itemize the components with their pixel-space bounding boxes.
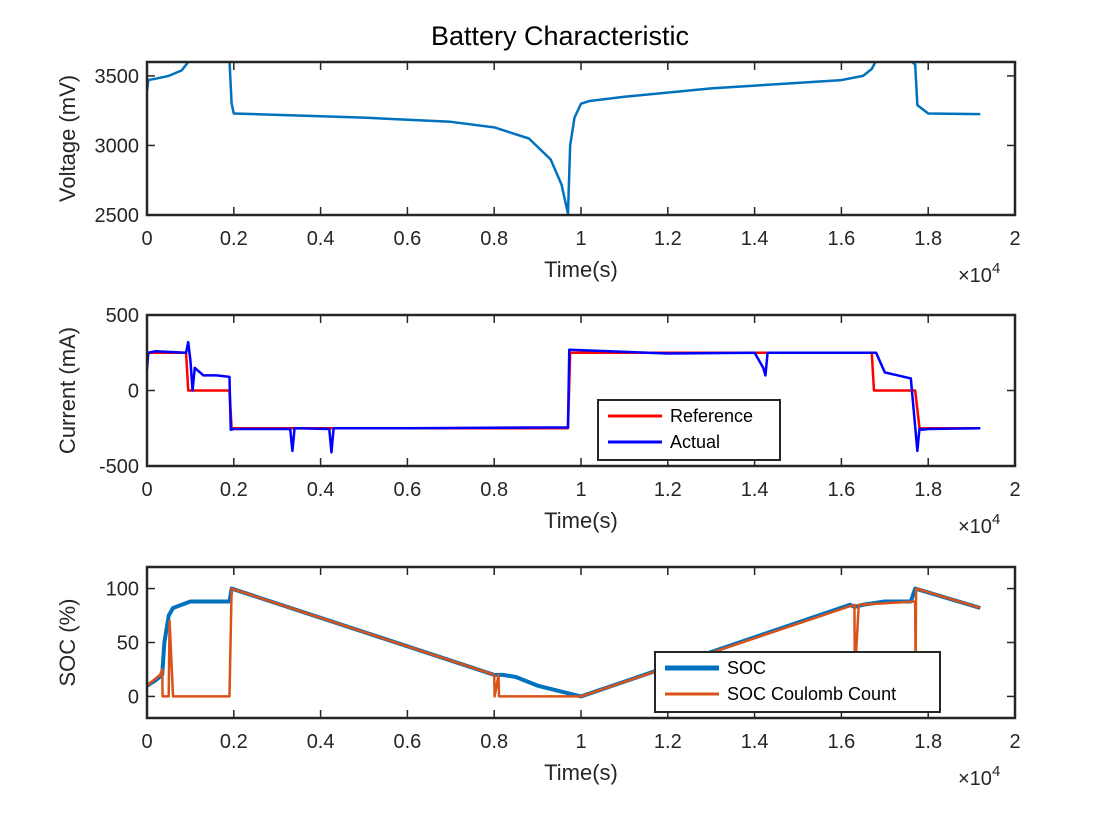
soc-legend: SOC SOC Coulomb Count: [654, 651, 941, 713]
current-xtick-label: 2: [1009, 479, 1020, 501]
current-ylabel: Current (mA): [55, 327, 80, 454]
voltage-xtick-label: 1: [575, 228, 586, 250]
current-xtick-label: 1.2: [654, 479, 682, 501]
soc-legend-label-1: SOC Coulomb Count: [727, 684, 896, 704]
voltage-ylabel: Voltage (mV): [55, 75, 80, 202]
voltage-xtick-label: 1.2: [654, 228, 682, 250]
voltage-subplot: 0 0.2 0.4 0.6 0.8 1 1.2 1.4 1.6 1.8 2 2500 3000 3500 T…: [55, 60, 1021, 287]
soc-xtick-label: 1.6: [827, 731, 855, 753]
soc-xtick-label: 0.2: [220, 731, 248, 753]
soc-legend-label-0: SOC: [727, 658, 766, 678]
soc-xtick-label: 2: [1009, 731, 1020, 753]
voltage-xtick-label: 0: [141, 228, 152, 250]
current-xlabel: Time(s): [544, 508, 618, 533]
voltage-xlabel: Time(s): [544, 257, 618, 282]
soc-xtick-label: 1.2: [654, 731, 682, 753]
current-x-exponent: ×104: [958, 511, 1000, 538]
voltage-series-group: [147, 62, 981, 215]
soc-ylabel: SOC (%): [55, 599, 80, 687]
soc-subplot: 0 0.2 0.4 0.6 0.8 1 1.2 1.4 1.6 1.8 2 0 50 100 Time(s)…: [55, 565, 1021, 790]
current-x-exponent-power: 4: [992, 511, 1000, 528]
soc-x-exponent-power: 4: [992, 763, 1000, 780]
current-xtick-label: 0.4: [307, 479, 335, 501]
current-xtick-label: 0: [141, 479, 152, 501]
current-series-group: [147, 340, 981, 454]
current-ytick-label: -500: [99, 456, 139, 478]
current-xtick-label: 1.8: [914, 479, 942, 501]
voltage-xtick-label: 0.6: [393, 228, 421, 250]
voltage-xtick-label: 1.6: [827, 228, 855, 250]
soc-ytick-label: 0: [128, 686, 139, 708]
current-xtick-label: 1.6: [827, 479, 855, 501]
voltage-xtick-label: 1.8: [914, 228, 942, 250]
current-xtick-label: 0.6: [393, 479, 421, 501]
current-legend-label-1: Actual: [670, 432, 720, 452]
voltage-ytick-label: 2500: [95, 205, 140, 227]
soc-series-group: [147, 586, 981, 699]
voltage-x-exponent-power: 4: [992, 260, 1000, 277]
soc-xtick-label: 1.4: [741, 731, 769, 753]
voltage-plot-area: [147, 62, 1015, 215]
soc-ytick-label: 100: [106, 579, 139, 601]
voltage-xtick-label: 0.8: [480, 228, 508, 250]
soc-xtick-label: 0.4: [307, 731, 335, 753]
current-xtick-label: 1.4: [741, 479, 769, 501]
current-ytick-label: 0: [128, 381, 139, 403]
soc-xtick-label: 0: [141, 731, 152, 753]
current-legend-label-0: Reference: [670, 406, 753, 426]
current-legend-box: [597, 399, 781, 461]
soc-soc-coulomb-count-line-1: [147, 587, 981, 698]
voltage-x-exponent: ×104: [958, 260, 1000, 287]
current-xtick-label: 1: [575, 479, 586, 501]
soc-xtick-label: 1.8: [914, 731, 942, 753]
soc-xtick-label: 0.8: [480, 731, 508, 753]
current-xtick-label: 0.8: [480, 479, 508, 501]
voltage-ytick-label: 3500: [95, 66, 140, 88]
soc-legend-box: [654, 651, 941, 713]
current-actual-line-1: [147, 340, 981, 454]
figure-title: Battery Characteristic: [431, 21, 689, 51]
voltage-xtick-label: 0.4: [307, 228, 335, 250]
voltage-series-line-0: [147, 62, 981, 215]
voltage-xtick-label: 0.2: [220, 228, 248, 250]
voltage-xtick-label: 2: [1009, 228, 1020, 250]
soc-xlabel: Time(s): [544, 760, 618, 785]
soc-xtick-label: 0.6: [393, 731, 421, 753]
soc-x-exponent: ×104: [958, 763, 1000, 790]
current-subplot: 0 0.2 0.4 0.6 0.8 1 1.2 1.4 1.6 1.8 2-5000500Time(…: [55, 305, 1021, 538]
voltage-ytick-label: 3000: [95, 135, 140, 157]
voltage-xtick-label: 1.4: [741, 228, 769, 250]
current-legend: Reference Actual: [597, 399, 781, 461]
soc-ytick-label: 50: [117, 633, 139, 655]
current-xtick-label: 0.2: [220, 479, 248, 501]
soc-xtick-label: 1: [575, 731, 586, 753]
current-ytick-label: 500: [106, 305, 139, 327]
